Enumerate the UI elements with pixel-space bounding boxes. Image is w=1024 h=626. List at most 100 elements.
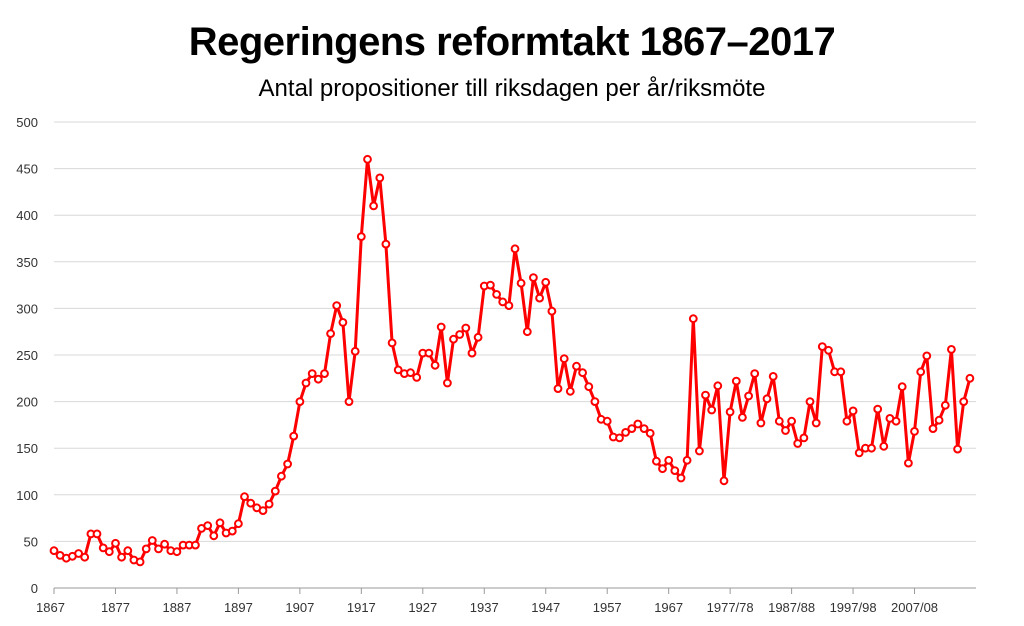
- data-point: [768, 372, 778, 381]
- data-point: [738, 413, 747, 422]
- data-point: [774, 416, 784, 426]
- data-point: [848, 406, 858, 416]
- data-point: [584, 382, 594, 392]
- data-point: [867, 443, 876, 453]
- y-tick-label: 150: [16, 441, 38, 456]
- gridlines: [54, 121, 976, 589]
- y-tick-label: 300: [16, 301, 38, 316]
- data-point: [363, 154, 372, 164]
- data-point: [553, 384, 563, 394]
- y-tick-label: 200: [16, 395, 38, 410]
- data-point: [627, 424, 637, 434]
- data-point: [455, 330, 465, 339]
- x-tick-label: 1867: [36, 600, 65, 615]
- y-tick-label: 250: [16, 348, 38, 363]
- data-point: [824, 345, 833, 355]
- data-point: [959, 397, 969, 407]
- y-tick-label: 0: [31, 581, 38, 596]
- data-point: [430, 360, 440, 370]
- data-point: [215, 518, 225, 528]
- data-point: [621, 428, 630, 437]
- x-tick-label: 1947: [531, 600, 560, 615]
- data-point: [338, 318, 348, 327]
- data-point: [897, 382, 907, 392]
- data-point: [240, 492, 249, 502]
- data-point: [744, 391, 753, 401]
- data-point: [406, 368, 415, 378]
- data-point: [234, 519, 243, 529]
- data-point: [467, 348, 477, 358]
- data-point: [756, 418, 766, 428]
- data-point: [633, 419, 643, 429]
- data-point: [264, 499, 274, 509]
- data-point: [393, 365, 403, 375]
- data-point: [541, 277, 551, 287]
- y-axis: 0 50 100 150 200 250 300 350 400 450 500: [16, 115, 38, 596]
- data-point: [49, 546, 59, 556]
- data-point: [504, 301, 514, 311]
- data-point: [750, 369, 760, 379]
- data-point: [879, 441, 889, 451]
- data-point: [369, 201, 379, 211]
- x-tick-label: 1917: [347, 600, 376, 615]
- data-point: [602, 416, 612, 426]
- data-point: [682, 455, 692, 465]
- data-point: [781, 426, 790, 435]
- data-point: [922, 351, 932, 361]
- data-point: [375, 173, 385, 183]
- data-point: [154, 544, 163, 554]
- data-point: [731, 376, 741, 386]
- data-point: [529, 273, 538, 283]
- data-point: [117, 552, 126, 562]
- data-point: [572, 361, 581, 371]
- data-point: [277, 471, 286, 481]
- x-tick-label: 1927: [408, 600, 437, 615]
- data-point: [344, 397, 354, 407]
- data-point: [283, 459, 293, 469]
- y-tick-label: 500: [16, 115, 38, 130]
- x-tick-label: 1977/78: [707, 600, 754, 615]
- data-point: [559, 354, 569, 364]
- data-point: [289, 431, 299, 441]
- data-point: [639, 424, 649, 434]
- data-point: [811, 418, 821, 428]
- data-point: [947, 345, 956, 354]
- data-point: [836, 367, 846, 377]
- data-point: [516, 278, 526, 288]
- data-point: [762, 394, 772, 404]
- data-point: [326, 329, 336, 339]
- data-point: [498, 297, 508, 307]
- data-point: [873, 404, 883, 414]
- y-tick-label: 450: [16, 162, 38, 177]
- data-point: [443, 378, 452, 388]
- data-point: [320, 369, 329, 379]
- data-point: [227, 526, 237, 536]
- data-point: [615, 433, 624, 443]
- data-point: [565, 386, 575, 396]
- data-point: [713, 381, 723, 391]
- series: [49, 154, 975, 567]
- data-point: [412, 373, 422, 382]
- data-point: [295, 397, 305, 407]
- data-point: [590, 397, 600, 407]
- data-point: [461, 323, 471, 333]
- data-point: [842, 416, 852, 426]
- data-point: [381, 239, 391, 249]
- data-point: [436, 322, 446, 332]
- data-point: [332, 301, 342, 311]
- x-tick-label: 1997/98: [830, 600, 877, 615]
- data-point: [424, 348, 434, 358]
- data-point: [916, 367, 926, 377]
- data-point: [547, 306, 557, 316]
- x-tick-label: 1967: [654, 600, 683, 615]
- data-point: [307, 369, 317, 379]
- data-point: [934, 415, 944, 425]
- data-point: [799, 433, 809, 443]
- data-point: [135, 557, 145, 567]
- data-point: [928, 424, 938, 434]
- data-point: [535, 293, 544, 303]
- data-point: [123, 546, 133, 556]
- data-point: [80, 552, 90, 562]
- y-tick-label: 400: [16, 208, 38, 223]
